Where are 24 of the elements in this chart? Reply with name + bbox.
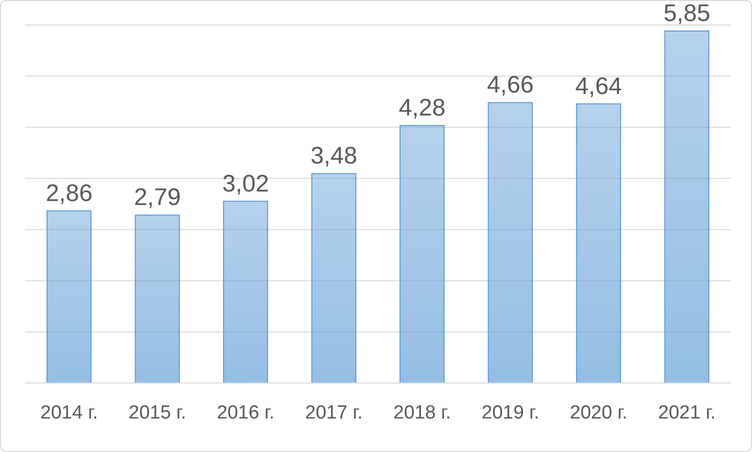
data-label: 3,02 xyxy=(222,170,269,198)
x-tick-label: 2016 г. xyxy=(216,402,274,424)
bar xyxy=(46,210,92,383)
bar xyxy=(664,30,710,383)
bar xyxy=(134,214,180,383)
x-tick-label: 2021 г. xyxy=(658,402,716,424)
data-label: 2,79 xyxy=(134,184,181,212)
data-label: 4,28 xyxy=(398,94,446,122)
data-label: 4,66 xyxy=(486,72,534,99)
data-label: 2,86 xyxy=(46,180,92,207)
bar xyxy=(311,173,356,383)
bar xyxy=(576,103,622,383)
data-label: 4,64 xyxy=(575,72,622,100)
x-tick-label: 2018 г. xyxy=(393,402,451,424)
bar xyxy=(488,102,533,383)
x-tick-label: 2015 г. xyxy=(128,402,186,424)
data-label: 5,85 xyxy=(663,0,710,28)
data-label: 3,48 xyxy=(310,142,358,170)
x-tick-label: 2017 г. xyxy=(305,402,363,424)
x-tick-label: 2014 г. xyxy=(40,402,98,424)
x-tick-label: 2020 г. xyxy=(570,402,628,424)
bar xyxy=(400,124,445,383)
bar xyxy=(223,200,268,383)
x-tick-label: 2019 г. xyxy=(482,402,540,424)
